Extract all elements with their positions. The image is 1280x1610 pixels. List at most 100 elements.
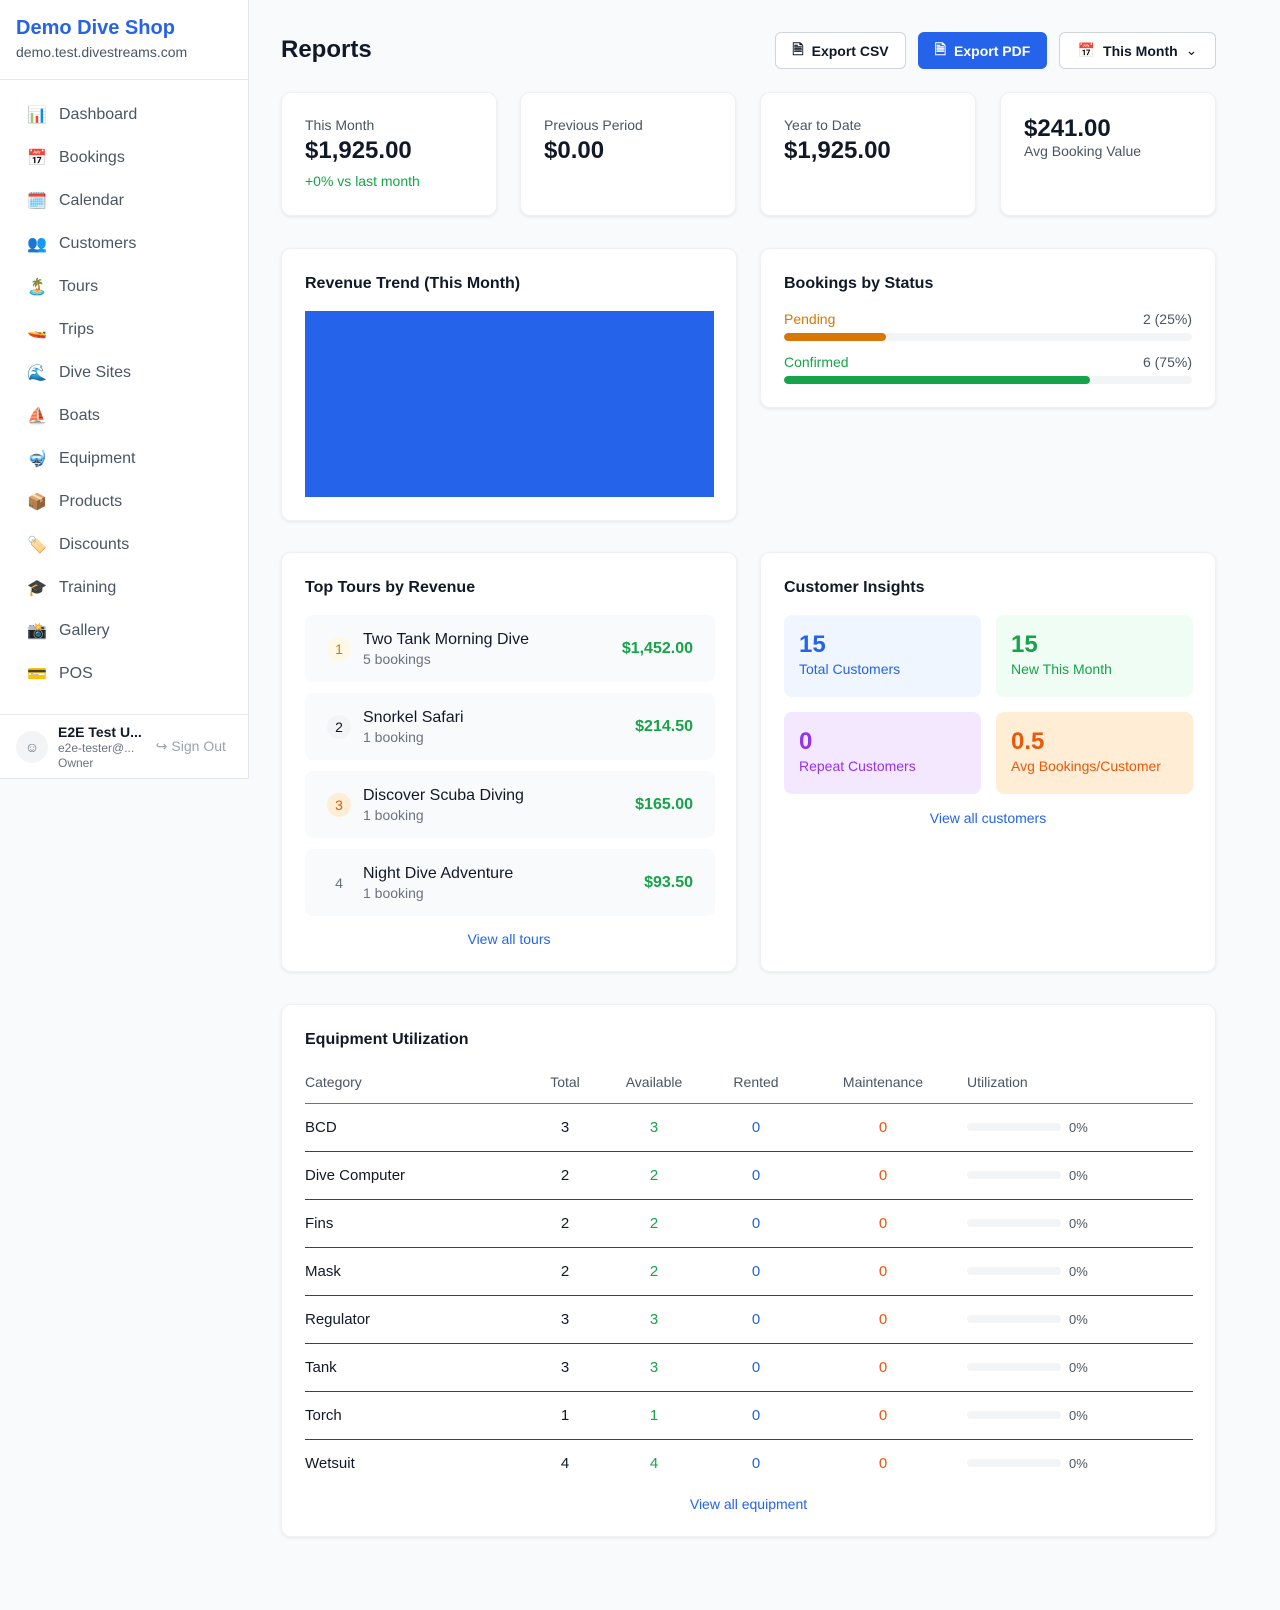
column-header-total: Total	[535, 1061, 595, 1104]
sidebar-item-customers[interactable]: 👥 Customers	[0, 222, 248, 265]
sidebar-item-pos[interactable]: 💳 POS	[0, 652, 248, 695]
sidebar-item-bookings[interactable]: 📅 Bookings	[0, 136, 248, 179]
sidebar-item-label: Trips	[59, 320, 94, 338]
export-csv-button[interactable]: 🗎 Export CSV	[775, 32, 906, 69]
view-all-equipment-link[interactable]: View all equipment	[689, 1496, 808, 1512]
sidebar-nav: 📊 Dashboard 📅 Bookings 🗓️ Calendar 👥 Customers 🏝…	[0, 80, 248, 695]
cell-maintenance: 0	[799, 1151, 967, 1200]
boats-icon: ⛵	[27, 407, 47, 425]
shop-name[interactable]: Demo Dive Shop	[16, 17, 175, 39]
sidebar-item-training[interactable]: 🎓 Training	[0, 566, 248, 609]
sidebar-item-products[interactable]: 📦 Products	[0, 480, 248, 523]
tour-item[interactable]: 2 Snorkel Safari 1 booking $214.50	[305, 693, 715, 760]
stat-label: Year to Date	[784, 117, 862, 133]
customers-icon: 👥	[27, 235, 47, 253]
cell-total: 1	[535, 1391, 595, 1440]
insight-value: 15	[799, 631, 826, 658]
sidebar-item-trips[interactable]: 🚤 Trips	[0, 308, 248, 351]
status-label: Pending	[784, 311, 836, 327]
cell-total: 2	[535, 1247, 595, 1296]
calendar-icon: 🗓️	[27, 192, 47, 210]
utilization-value: 0%	[1069, 1263, 1088, 1279]
table-row: Torch 1 1 0 0 0%	[305, 1391, 1193, 1440]
cell-utilization: 0%	[967, 1295, 1193, 1344]
calendar-icon: 📅	[1077, 42, 1096, 58]
sidebar-item-label: Dashboard	[59, 105, 138, 123]
bookings-icon: 📅	[27, 149, 47, 167]
user-name: E2E Test U...	[58, 723, 142, 740]
cell-rented: 0	[713, 1151, 799, 1200]
rank-badge: 2	[327, 714, 351, 739]
sign-out-label: Sign Out	[171, 738, 226, 754]
sidebar-item-dive-sites[interactable]: 🌊 Dive Sites	[0, 351, 248, 394]
cell-maintenance: 0	[878, 1454, 888, 1472]
view-all-tours-link[interactable]: View all tours	[467, 931, 551, 947]
sidebar-item-label: Boats	[59, 406, 100, 424]
cell-maintenance: 0	[799, 1391, 967, 1440]
page-title: Reports	[281, 36, 372, 63]
card-title: Top Tours by Revenue	[305, 579, 476, 596]
stat-value: $241.00	[1024, 115, 1111, 142]
tour-bookings: 5 bookings	[363, 650, 431, 667]
insight-label: New This Month	[1011, 661, 1112, 677]
utilization-value: 0%	[1069, 1455, 1088, 1471]
cell-total: 2	[535, 1199, 595, 1248]
sidebar-item-label: Products	[59, 492, 123, 510]
tour-revenue: $214.50	[635, 717, 693, 735]
dive-sites-icon: 🌊	[27, 364, 47, 382]
sidebar-item-discounts[interactable]: 🏷️ Discounts	[0, 523, 248, 566]
tour-item[interactable]: 4 Night Dive Adventure 1 booking $93.50	[305, 849, 715, 916]
tour-item[interactable]: 1 Two Tank Morning Dive 5 bookings $1,452.0…	[305, 615, 715, 682]
main: Reports 🗎 Export CSV 🗎 Export PDF 📅 This Mo…	[281, 0, 1216, 1537]
sidebar-item-gallery[interactable]: 📸 Gallery	[0, 609, 248, 652]
trips-icon: 🚤	[27, 321, 47, 339]
status-row-pending: Pending 2 (25%)	[784, 311, 1192, 341]
table-row: Regulator 3 3 0 0 0%	[305, 1295, 1193, 1344]
table-row: BCD 3 3 0 0 0%	[305, 1103, 1193, 1152]
sidebar-item-boats[interactable]: ⛵ Boats	[0, 394, 248, 437]
file-download-icon: 🗎	[792, 40, 804, 57]
column-header-category: Category	[305, 1061, 535, 1104]
cell-utilization: 0%	[967, 1103, 1193, 1152]
sidebar: Demo Dive Shop demo.test.divestreams.com…	[0, 0, 249, 779]
user-role: Owner	[58, 755, 94, 770]
view-all-customers-link[interactable]: View all customers	[929, 810, 1047, 826]
sidebar-item-equipment[interactable]: 🤿 Equipment	[0, 437, 248, 480]
period-select[interactable]: 📅 This Month ⌄	[1059, 32, 1216, 69]
export-pdf-button[interactable]: 🗎 Export PDF	[918, 32, 1047, 69]
page-header: Reports 🗎 Export CSV 🗎 Export PDF 📅 This Mo…	[281, 0, 1216, 100]
tours-icon: 🏝️	[27, 278, 47, 296]
stat-value: $1,925.00	[305, 137, 412, 164]
utilization-value: 0%	[1069, 1119, 1088, 1135]
cell-rented: 0	[713, 1343, 799, 1392]
cell-available: 2	[595, 1247, 713, 1296]
stat-this-month: This Month $1,925.00 +0% vs last month	[281, 92, 497, 216]
cell-utilization: 0%	[967, 1391, 1193, 1440]
cell-category: Regulator	[305, 1295, 535, 1344]
column-header-maintenance: Maintenance	[799, 1061, 967, 1104]
file-download-icon: 🗎	[934, 40, 947, 57]
sidebar-item-tours[interactable]: 🏝️ Tours	[0, 265, 248, 308]
status-count: 2 (25%)	[1142, 311, 1192, 327]
sidebar-item-label: Calendar	[59, 191, 124, 209]
tour-name: Night Dive Adventure	[363, 864, 514, 882]
cell-available: 1	[595, 1391, 713, 1440]
sidebar-item-calendar[interactable]: 🗓️ Calendar	[0, 179, 248, 222]
cell-category: Torch	[305, 1391, 535, 1440]
cell-available: 3	[595, 1103, 713, 1152]
tour-revenue: $165.00	[635, 795, 693, 813]
tour-name: Two Tank Morning Dive	[363, 630, 529, 648]
sidebar-item-dashboard[interactable]: 📊 Dashboard	[0, 93, 248, 136]
cell-available: 2	[595, 1199, 713, 1248]
products-icon: 📦	[27, 493, 47, 511]
cell-total: 3	[535, 1295, 595, 1344]
table-row: Dive Computer 2 2 0 0 0%	[305, 1151, 1193, 1200]
tour-revenue: $93.50	[644, 873, 693, 891]
brand: Demo Dive Shop demo.test.divestreams.com	[0, 0, 248, 80]
insight-avg-bookings-customer: 0.5 Avg Bookings/Customer	[996, 712, 1193, 794]
table-row: Wetsuit 4 4 0 0 0%	[305, 1439, 1193, 1487]
tour-item[interactable]: 3 Discover Scuba Diving 1 booking $165.00	[305, 771, 715, 838]
cell-utilization: 0%	[967, 1199, 1193, 1248]
cell-available: 3	[595, 1295, 713, 1344]
sign-out-button[interactable]: ↪ Sign Out	[156, 738, 226, 755]
